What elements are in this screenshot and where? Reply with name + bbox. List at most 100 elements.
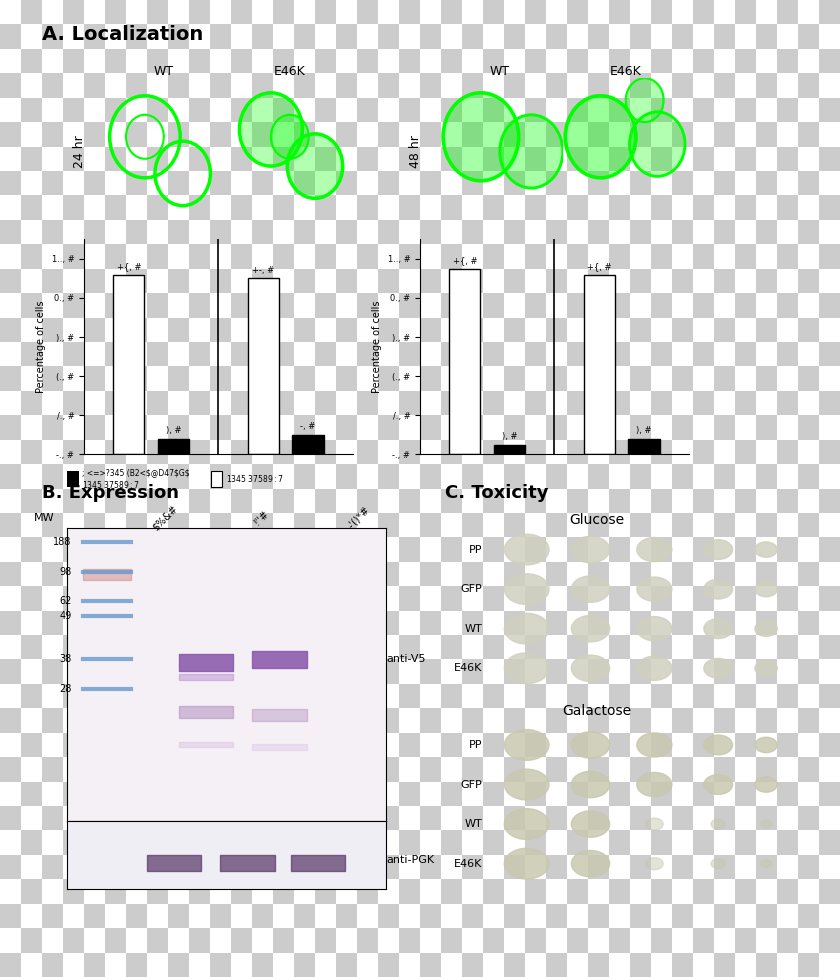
Bar	[630, 244, 651, 269]
Bar	[735, 953, 756, 977]
Bar	[147, 220, 168, 244]
Bar	[630, 488, 651, 513]
Bar	[399, 879, 420, 904]
Bar	[273, 611, 294, 635]
Bar	[336, 269, 357, 293]
Bar	[714, 147, 735, 171]
Bar	[441, 98, 462, 122]
Circle shape	[271, 115, 309, 158]
Bar	[483, 562, 504, 586]
Bar	[105, 195, 126, 220]
Bar	[357, 122, 378, 147]
Bar	[693, 293, 714, 318]
Text: 1345 3$ 75 89: 7$: 1345 3$ 75 89: 7$	[226, 473, 284, 485]
Bar	[441, 830, 462, 855]
Bar	[252, 415, 273, 440]
Bar	[84, 782, 105, 806]
Bar	[441, 464, 462, 488]
Bar	[588, 708, 609, 733]
Bar	[651, 611, 672, 635]
Bar	[336, 537, 357, 562]
Bar	[211, 471, 223, 487]
Bar	[336, 782, 357, 806]
Bar	[42, 147, 63, 171]
Bar	[294, 391, 315, 415]
Bar	[315, 537, 336, 562]
Bar	[378, 782, 399, 806]
Bar	[588, 269, 609, 293]
Bar	[693, 659, 714, 684]
Bar	[231, 171, 252, 195]
Bar	[0, 684, 21, 708]
Bar	[819, 537, 840, 562]
Bar	[588, 586, 609, 611]
Bar	[0, 171, 21, 195]
Bar	[588, 879, 609, 904]
Bar	[483, 98, 504, 122]
Bar	[399, 24, 420, 49]
Bar	[294, 318, 315, 342]
Bar	[126, 708, 147, 733]
Bar	[399, 708, 420, 733]
Bar	[252, 147, 273, 171]
Bar	[42, 562, 63, 586]
Text: E46K: E46K	[454, 859, 482, 869]
Bar	[735, 220, 756, 244]
Bar	[441, 342, 462, 366]
Bar	[294, 659, 315, 684]
Bar	[231, 220, 252, 244]
Bar	[168, 147, 189, 171]
Bar	[672, 171, 693, 195]
Bar	[735, 391, 756, 415]
Bar	[546, 195, 567, 220]
Bar	[441, 293, 462, 318]
Bar	[525, 733, 546, 757]
Bar	[777, 562, 798, 586]
Bar	[777, 269, 798, 293]
Bar	[252, 806, 273, 830]
Bar	[105, 122, 126, 147]
Bar	[126, 537, 147, 562]
Bar	[819, 98, 840, 122]
Text: Glucose: Glucose	[569, 513, 624, 528]
Bar	[546, 440, 567, 464]
Bar	[546, 415, 567, 440]
Bar	[336, 342, 357, 366]
Bar	[126, 98, 147, 122]
Bar	[147, 537, 168, 562]
Bar	[483, 244, 504, 269]
Text: -'()*#: -'()*#	[346, 505, 371, 531]
Bar	[189, 244, 210, 269]
Bar	[273, 24, 294, 49]
Bar	[84, 830, 105, 855]
Bar	[504, 635, 525, 659]
Bar	[126, 122, 147, 147]
Bar	[504, 24, 525, 49]
Bar	[798, 415, 819, 440]
Bar	[693, 928, 714, 953]
Bar	[567, 659, 588, 684]
Bar	[525, 855, 546, 879]
Bar	[672, 537, 693, 562]
Bar	[84, 24, 105, 49]
Bar	[42, 830, 63, 855]
Bar	[567, 391, 588, 415]
Bar	[609, 293, 630, 318]
Bar	[315, 562, 336, 586]
Bar	[483, 342, 504, 366]
Bar	[231, 122, 252, 147]
Bar	[777, 73, 798, 98]
Bar	[651, 171, 672, 195]
Bar	[0, 855, 21, 879]
Bar	[357, 0, 378, 24]
Bar	[651, 122, 672, 147]
Bar	[525, 488, 546, 513]
Bar	[441, 195, 462, 220]
Bar	[735, 562, 756, 586]
Bar	[756, 293, 777, 318]
Bar	[714, 171, 735, 195]
Bar	[294, 415, 315, 440]
Bar	[735, 488, 756, 513]
Bar	[462, 220, 483, 244]
Bar	[168, 440, 189, 464]
